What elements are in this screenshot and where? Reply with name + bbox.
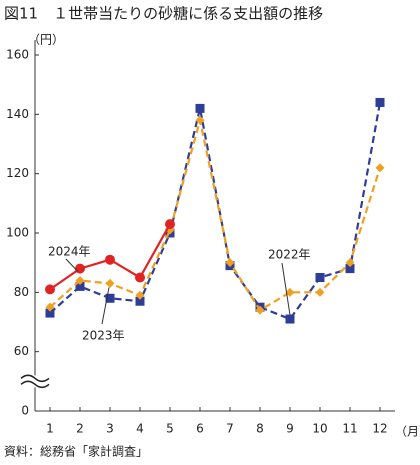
marker — [45, 284, 55, 295]
marker — [315, 273, 325, 282]
y-tick-label: 0 — [21, 404, 29, 418]
marker — [75, 263, 85, 274]
marker — [285, 287, 295, 297]
x-tick-label: 10 — [312, 422, 327, 436]
marker — [375, 163, 385, 173]
axis-break — [20, 374, 50, 383]
y-tick-label: 140 — [6, 107, 29, 121]
marker — [105, 278, 115, 288]
x-tick-label: 2 — [76, 422, 84, 436]
x-tick-label: 9 — [286, 422, 294, 436]
x-tick-label: 5 — [166, 422, 174, 436]
axis-break-bg — [21, 375, 49, 388]
x-tick-label: 8 — [256, 422, 264, 436]
y-tick-label: 160 — [6, 48, 29, 62]
marker — [165, 219, 175, 230]
x-tick-label: 11 — [342, 422, 357, 436]
marker — [375, 97, 385, 107]
marker — [45, 308, 55, 318]
axis-break — [20, 380, 50, 389]
marker — [75, 275, 85, 285]
marker — [255, 305, 265, 315]
marker — [345, 258, 355, 268]
marker — [105, 293, 115, 303]
marker — [135, 272, 145, 283]
leader-line — [281, 262, 291, 316]
y-tick-label: 100 — [6, 226, 29, 240]
marker — [75, 281, 85, 291]
marker — [225, 258, 235, 268]
x-tick-label: 1 — [46, 422, 54, 436]
series-line — [49, 102, 382, 321]
x-tick-label: 12 — [372, 422, 387, 436]
x-tick-label: 6 — [196, 422, 204, 436]
x-tick-label: 3 — [106, 422, 114, 436]
series-line — [49, 119, 382, 312]
y-tick-label: 80 — [14, 285, 29, 299]
marker — [195, 103, 205, 113]
leader-line — [65, 258, 79, 272]
marker — [45, 302, 55, 312]
series-label: 2024年 — [48, 245, 91, 259]
marker — [285, 314, 295, 324]
x-unit: （月） — [395, 425, 420, 439]
marker — [195, 115, 205, 125]
y-tick-label: 60 — [14, 344, 29, 358]
leader-line — [101, 287, 110, 325]
source: 資料：総務省「家計調査」 — [4, 444, 148, 459]
marker — [345, 264, 355, 274]
chart-title: 図11 １世帯当たりの砂糖に係る支出額の推移 — [4, 5, 323, 23]
y-tick-label: 120 — [6, 166, 29, 180]
x-tick-label: 7 — [226, 422, 234, 436]
series-label: 2023年 — [82, 329, 125, 343]
marker — [105, 254, 115, 265]
series-label: 2022年 — [268, 248, 311, 262]
marker — [135, 290, 145, 300]
y-unit: （円） — [28, 33, 64, 47]
marker — [315, 287, 325, 297]
x-tick-label: 4 — [136, 422, 144, 436]
marker — [135, 296, 145, 306]
